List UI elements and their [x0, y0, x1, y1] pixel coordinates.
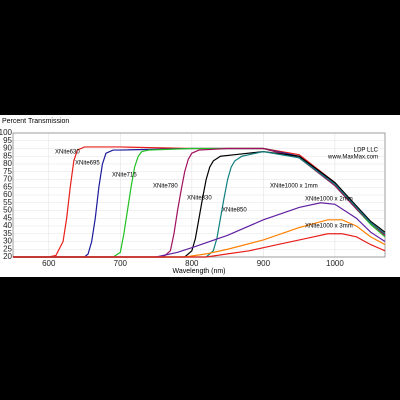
y-tick-label: 45 [3, 213, 12, 222]
credit-note: www.MaxMax.com [327, 155, 378, 161]
y-tick-label: 25 [3, 244, 12, 253]
series-line [13, 150, 386, 258]
series-label: XNite1000 x 3mm [305, 224, 353, 230]
series-label: XNite715 [112, 173, 137, 179]
y-tick-label: 80 [3, 159, 12, 168]
y-tick-label: 100 [0, 128, 13, 137]
series-label: XNite780 [153, 184, 178, 190]
y-tick-label: 30 [3, 237, 12, 246]
y-tick-label: 70 [3, 175, 12, 184]
y-tick-label: 55 [3, 198, 12, 207]
x-tick-label: 800 [185, 259, 199, 268]
y-tick-label: 65 [3, 182, 12, 191]
y-tick-label: 35 [3, 229, 12, 238]
series-label: XNite630 [55, 150, 80, 156]
series-line [13, 147, 386, 258]
y-tick-label: 95 [3, 136, 12, 145]
series-label: XNite830 [187, 196, 212, 202]
y-tick-label: 20 [3, 252, 12, 261]
x-tick-label: 600 [42, 259, 56, 268]
series-label: XNite1000 x 1mm [270, 184, 318, 190]
x-tick-label: 1000 [326, 259, 344, 268]
y-tick-label: 90 [3, 144, 12, 153]
y-tick-label: 40 [3, 221, 12, 230]
series-line [13, 202, 386, 258]
credit-note: LDP LLC [354, 148, 379, 154]
series-label: XNite850 [222, 208, 247, 214]
series-line [13, 233, 386, 258]
x-tick-label: 900 [257, 259, 271, 268]
x-tick-label: 700 [114, 259, 128, 268]
chart-background [0, 115, 400, 277]
y-axis-title: Percent Transmission [2, 118, 69, 125]
series-line [13, 150, 386, 258]
y-tick-label: 60 [3, 190, 12, 199]
y-tick-label: 85 [3, 151, 12, 160]
y-tick-label: 75 [3, 167, 12, 176]
y-tick-label: 50 [3, 206, 12, 215]
x-axis-title: Wavelength (nm) [172, 268, 225, 275]
series-label: XNite1000 x 2mm [305, 197, 353, 203]
series-line [13, 219, 386, 258]
series-label: XNite695 [75, 161, 100, 167]
